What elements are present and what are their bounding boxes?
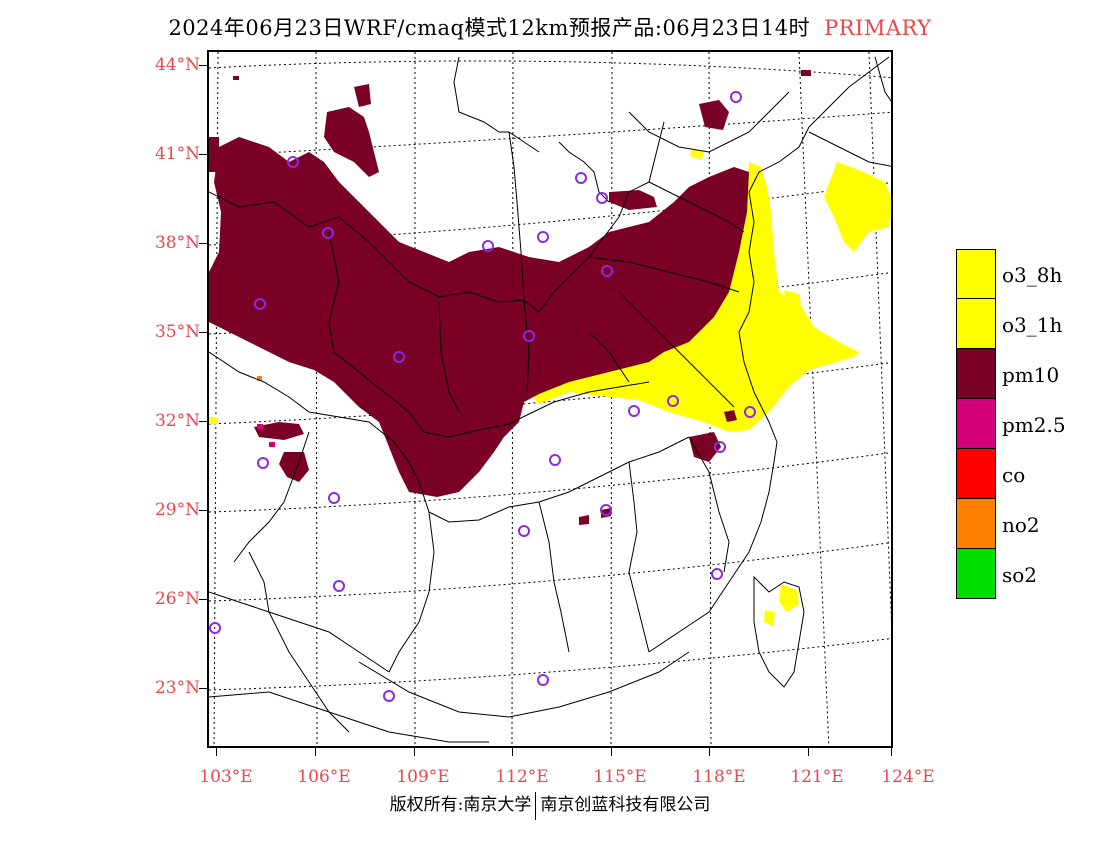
lon-tick	[891, 748, 892, 756]
lon-tick	[709, 748, 710, 756]
legend-item-pm10: pm10	[956, 349, 1092, 399]
legend-label: no2	[1002, 513, 1040, 537]
primary-tag: PRIMARY	[824, 16, 932, 40]
lat-label-35: 35°N	[154, 322, 200, 342]
legend-item-so2: so2	[956, 549, 1092, 599]
map-canvas	[209, 52, 891, 746]
legend-item-pm25: pm2.5	[956, 399, 1092, 449]
legend-swatch	[956, 299, 996, 349]
lon-tick	[216, 748, 217, 756]
lat-tick	[199, 688, 207, 689]
lat-label-41: 41°N	[154, 144, 200, 164]
copyright-left: 版权所有:南京大学	[389, 795, 532, 815]
legend-swatch	[956, 249, 996, 299]
legend-swatch	[956, 399, 996, 449]
pm25-speck	[257, 424, 263, 429]
pm10-area	[209, 70, 811, 525]
lon-label-109: 109°E	[396, 767, 450, 787]
lon-tick	[414, 748, 415, 756]
lon-label-115: 115°E	[593, 767, 647, 787]
lon-tick	[611, 748, 612, 756]
legend-label: pm2.5	[1002, 413, 1066, 437]
lat-tick	[199, 599, 207, 600]
lon-label-121: 121°E	[790, 767, 844, 787]
lon-label-124: 124°E	[881, 767, 935, 787]
pm25-speck	[269, 442, 275, 447]
o3-area	[209, 148, 891, 626]
lon-label-118: 118°E	[692, 767, 746, 787]
pollutant-legend: o3_8h o3_1h pm10 pm2.5 co no2 so2	[956, 249, 1092, 599]
lat-label-23: 23°N	[154, 678, 200, 698]
lat-tick	[199, 510, 207, 511]
lat-label-32: 32°N	[154, 411, 200, 431]
legend-label: pm10	[1002, 363, 1060, 387]
lat-tick	[199, 154, 207, 155]
title-text: 2024年06月23日WRF/cmaq模式12km预报产品:06月23日14时	[168, 16, 811, 40]
map-title: 2024年06月23日WRF/cmaq模式12km预报产品:06月23日14时 P…	[0, 12, 1100, 42]
legend-swatch	[956, 499, 996, 549]
province-borders	[209, 56, 891, 743]
legend-item-o3-1h: o3_1h	[956, 299, 1092, 349]
copyright-right: 南京创蓝科技有限公司	[540, 795, 711, 815]
legend-item-o3-8h: o3_8h	[956, 249, 1092, 299]
footer-separator	[535, 791, 537, 820]
lat-label-29: 29°N	[154, 500, 200, 520]
legend-label: o3_1h	[1002, 313, 1063, 337]
lon-tick	[315, 748, 316, 756]
legend-swatch	[956, 449, 996, 499]
legend-label: co	[1002, 463, 1026, 487]
lat-tick	[199, 65, 207, 66]
legend-swatch	[956, 549, 996, 599]
legend-swatch	[956, 349, 996, 399]
lon-label-112: 112°E	[495, 767, 549, 787]
lon-label-106: 106°E	[297, 767, 351, 787]
lat-label-44: 44°N	[154, 55, 200, 75]
lat-tick	[199, 243, 207, 244]
map-panel	[207, 50, 893, 748]
lat-tick	[199, 421, 207, 422]
lat-label-38: 38°N	[154, 233, 200, 253]
no2-speck	[257, 376, 262, 381]
lat-label-26: 26°N	[154, 589, 200, 609]
station-markers	[209, 91, 756, 702]
lon-label-103: 103°E	[199, 767, 253, 787]
lat-tick	[199, 332, 207, 333]
lon-tick	[808, 748, 809, 756]
lon-tick	[512, 748, 513, 756]
copyright-footer: 版权所有:南京大学 南京创蓝科技有限公司	[0, 790, 1100, 820]
legend-item-no2: no2	[956, 499, 1092, 549]
legend-item-co: co	[956, 449, 1092, 499]
legend-label: o3_8h	[1002, 263, 1063, 287]
legend-label: so2	[1002, 563, 1038, 587]
